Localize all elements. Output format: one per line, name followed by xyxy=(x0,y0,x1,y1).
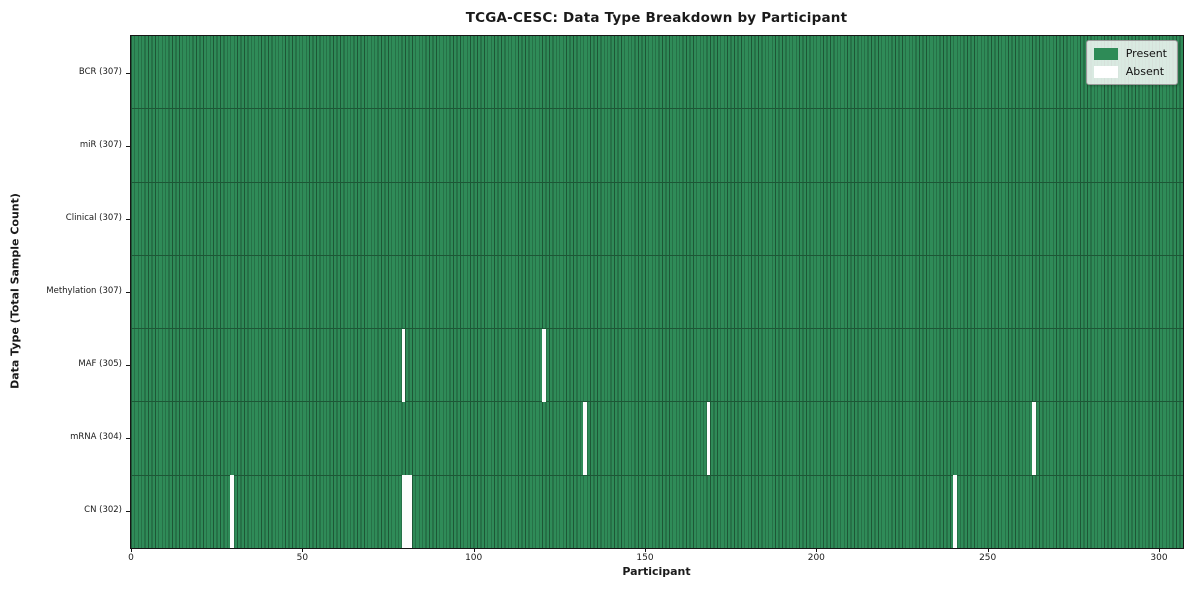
y-tick-label: miR (307) xyxy=(79,139,122,150)
x-tick-mark xyxy=(987,548,989,552)
y-tick-label: Clinical (307) xyxy=(65,212,122,223)
absent-cell xyxy=(230,474,234,548)
x-tick-label: 0 xyxy=(128,553,134,563)
y-tick-mark xyxy=(126,438,130,440)
absent-cell xyxy=(401,474,406,548)
legend-label: Present xyxy=(1125,47,1167,60)
absent-cell xyxy=(583,401,587,475)
x-tick-mark xyxy=(131,548,132,552)
absent-cell xyxy=(706,401,711,475)
y-tick-mark xyxy=(126,365,130,367)
legend: Present Absent xyxy=(1085,40,1178,85)
y-tick-mark xyxy=(126,218,130,220)
legend-swatch-present xyxy=(1093,47,1118,60)
legend-entry-present: Present xyxy=(1093,47,1167,60)
heatmap-row-maf xyxy=(131,329,1183,403)
x-tick-label: 250 xyxy=(979,553,997,563)
x-tick-mark xyxy=(816,548,818,552)
x-tick-mark xyxy=(473,548,475,552)
x-tick-label: 300 xyxy=(1150,553,1168,563)
y-tick-mark xyxy=(126,72,130,74)
x-tick-mark xyxy=(302,548,304,552)
x-tick-mark xyxy=(645,548,646,552)
y-tick-mark xyxy=(126,145,130,147)
y-tick-mark xyxy=(126,292,130,293)
y-tick-mark xyxy=(126,511,130,513)
heatmap-row-cn xyxy=(131,475,1183,548)
heatmap-row-mrna xyxy=(131,402,1183,476)
chart-title: TCGA-CESC: Data Type Breakdown by Partic… xyxy=(465,10,848,26)
absent-cell xyxy=(953,474,957,548)
y-tick-label: mRNA (304) xyxy=(70,432,122,443)
y-tick-label: CN (302) xyxy=(84,505,122,516)
y-tick-label: MAF (305) xyxy=(78,359,122,370)
x-axis-label: Participant xyxy=(622,565,691,578)
x-tick-label: 100 xyxy=(465,553,483,563)
absent-cell xyxy=(408,474,412,548)
x-tick-label: 200 xyxy=(807,553,825,563)
legend-entry-absent: Absent xyxy=(1093,65,1167,78)
heatmap-row-bcr xyxy=(131,36,1183,110)
x-tick-label: 50 xyxy=(296,553,309,563)
absent-cell xyxy=(401,328,406,402)
absent-cell xyxy=(1032,401,1036,475)
absent-cell xyxy=(542,328,546,402)
plot-area: Present Absent xyxy=(130,35,1184,549)
legend-label: Absent xyxy=(1125,65,1165,78)
heatmap-row-methylation xyxy=(131,255,1183,330)
heatmap-row-clinical xyxy=(131,182,1183,256)
x-tick-mark xyxy=(1159,548,1160,552)
heatmap-rows xyxy=(131,36,1183,548)
y-tick-label: BCR (307) xyxy=(78,66,122,77)
x-tick-label: 150 xyxy=(636,553,654,563)
absent-cell xyxy=(405,474,409,548)
y-tick-label: Methylation (307) xyxy=(46,286,122,296)
heatmap-row-mir xyxy=(131,109,1183,183)
legend-swatch-absent xyxy=(1093,65,1118,78)
